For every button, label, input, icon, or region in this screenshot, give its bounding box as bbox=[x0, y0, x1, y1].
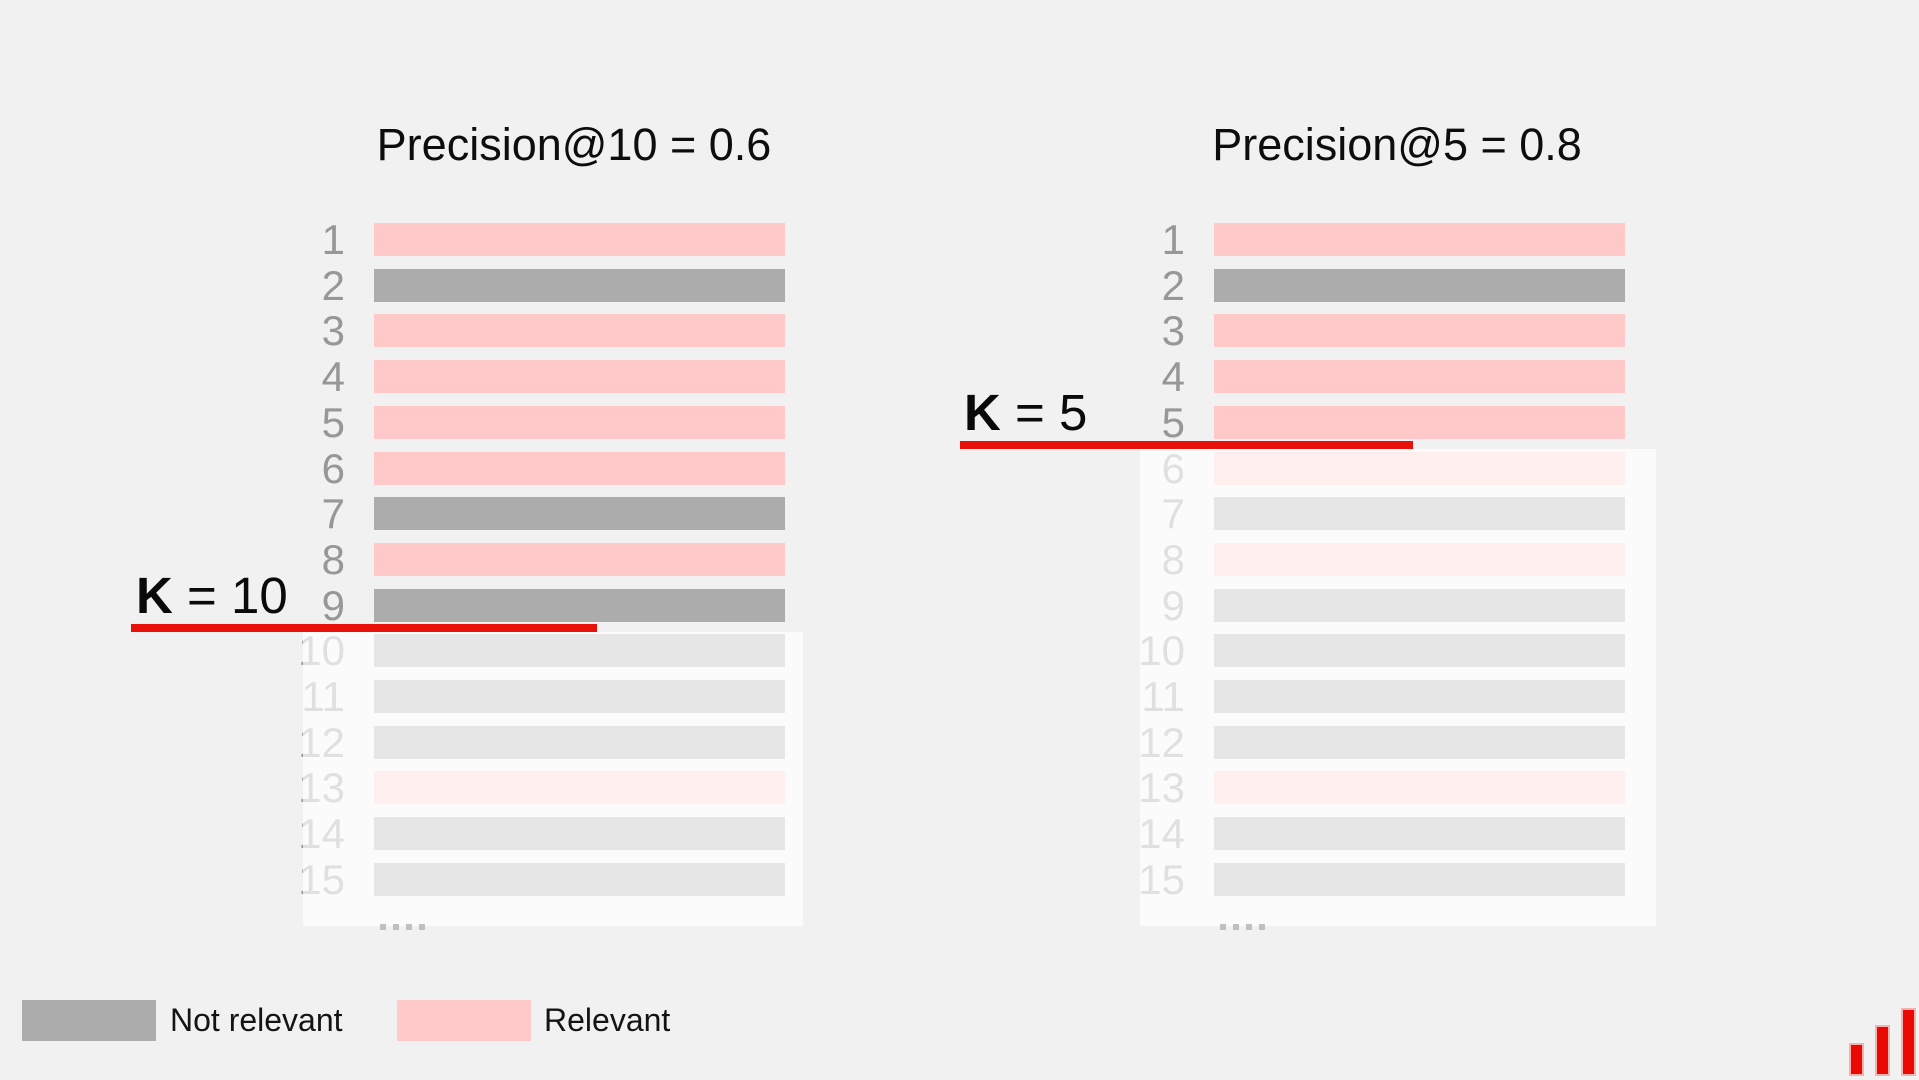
ellipsis-dot bbox=[419, 924, 425, 930]
rank-number: 2 bbox=[321, 261, 345, 309]
ranking-row: 5 bbox=[230, 398, 785, 446]
logo-bar bbox=[1849, 1043, 1864, 1076]
relevance-bar-not-relevant bbox=[374, 268, 785, 302]
k-symbol: K bbox=[964, 384, 1001, 441]
relevance-bar-relevant bbox=[374, 223, 785, 256]
ellipsis-dot bbox=[1233, 924, 1239, 930]
rank-number: 6 bbox=[321, 444, 345, 492]
relevance-bar-relevant bbox=[1214, 360, 1625, 394]
rank-number: 3 bbox=[1161, 307, 1185, 355]
relevance-bar-relevant bbox=[374, 314, 785, 348]
panel-title: Precision@5 = 0.8 bbox=[1212, 119, 1582, 170]
rank-number: 8 bbox=[321, 535, 345, 583]
ellipsis-dot bbox=[380, 924, 386, 930]
rank-number: 3 bbox=[321, 307, 345, 355]
ellipsis-dots bbox=[1220, 917, 1272, 930]
ranking-row: 8 bbox=[230, 535, 785, 583]
cutoff-line bbox=[131, 624, 597, 632]
ranking-row: 3 bbox=[230, 307, 785, 355]
bar-chart-logo bbox=[1849, 1008, 1916, 1076]
ranking-row: 7 bbox=[230, 490, 785, 538]
ellipsis-dot bbox=[393, 924, 399, 930]
ranking-row: 9 bbox=[230, 581, 785, 629]
relevance-bar-relevant bbox=[1214, 223, 1625, 256]
ranking-row: 3 bbox=[1070, 307, 1625, 355]
rank-number: 5 bbox=[1161, 398, 1185, 446]
panel-title: Precision@10 = 0.6 bbox=[376, 119, 772, 170]
relevance-bar-relevant bbox=[1214, 405, 1625, 439]
rank-number: 7 bbox=[321, 490, 345, 538]
cutoff-k-label: K = 5 bbox=[964, 387, 1087, 438]
ellipsis-dot bbox=[1259, 924, 1265, 930]
legend-swatch-relevant bbox=[397, 1000, 531, 1041]
k-symbol: K bbox=[136, 567, 173, 624]
rank-number: 9 bbox=[321, 581, 345, 629]
relevance-bar-not-relevant bbox=[374, 588, 785, 622]
relevance-bar-not-relevant bbox=[374, 497, 785, 531]
ellipsis-dot bbox=[1220, 924, 1226, 930]
ellipsis-dot bbox=[406, 924, 412, 930]
k-value: = 5 bbox=[1000, 384, 1088, 441]
relevance-bar-relevant bbox=[374, 405, 785, 439]
ranking-row: 4 bbox=[230, 353, 785, 401]
ellipsis-dots bbox=[380, 917, 432, 930]
ranking-row: 4 bbox=[1070, 353, 1625, 401]
ranking-row: 2 bbox=[230, 261, 785, 309]
fade-overlay bbox=[303, 632, 803, 926]
relevance-bar-relevant bbox=[374, 451, 785, 485]
ranking-row: 6 bbox=[230, 444, 785, 492]
ranking-row: 5 bbox=[1070, 398, 1625, 446]
logo-bar bbox=[1875, 1025, 1890, 1076]
relevance-bar-relevant bbox=[374, 360, 785, 394]
cutoff-k-label: K = 10 bbox=[136, 570, 288, 621]
rank-number: 5 bbox=[321, 398, 345, 446]
ranking-row: 2 bbox=[1070, 261, 1625, 309]
ellipsis-dot bbox=[1246, 924, 1252, 930]
legend-swatch-not-relevant bbox=[22, 1000, 156, 1041]
relevance-bar-relevant bbox=[374, 542, 785, 576]
relevance-bar-not-relevant bbox=[1214, 268, 1625, 302]
relevance-bar-relevant bbox=[1214, 314, 1625, 348]
rank-number: 2 bbox=[1161, 261, 1185, 309]
rank-number: 4 bbox=[321, 353, 345, 401]
ranking-row: 1 bbox=[230, 216, 785, 263]
legend-label-relevant: Relevant bbox=[544, 1002, 671, 1038]
rank-number: 1 bbox=[321, 216, 345, 263]
cutoff-line bbox=[960, 441, 1413, 449]
legend-label-not-relevant: Not relevant bbox=[170, 1002, 343, 1038]
ranking-row: 1 bbox=[1070, 216, 1625, 263]
logo-bar bbox=[1901, 1008, 1916, 1076]
fade-overlay bbox=[1140, 449, 1656, 926]
rank-number: 1 bbox=[1161, 216, 1185, 263]
k-value: = 10 bbox=[172, 567, 288, 624]
rank-number: 4 bbox=[1161, 353, 1185, 401]
